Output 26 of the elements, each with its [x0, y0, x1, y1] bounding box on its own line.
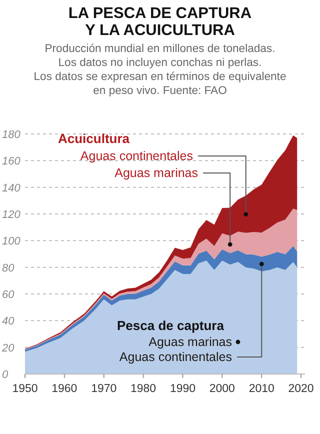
- y-tick-label: 160: [2, 156, 22, 168]
- y-tick-label: 140: [2, 182, 22, 194]
- y-tick-label: 60: [2, 289, 16, 301]
- annotation: Pesca de captura: [117, 318, 225, 333]
- chart-title: LA PESCA DE CAPTURA Y LA ACUICULTURA: [68, 5, 252, 39]
- x-tick-label: 2020: [288, 383, 314, 395]
- x-tick-label: 1990: [170, 383, 196, 395]
- y-tick-label: 100: [2, 236, 22, 248]
- x-tick-label: 1960: [52, 383, 78, 395]
- y-tick-label: 180: [2, 129, 22, 141]
- x-tick-label: 1950: [12, 383, 38, 395]
- annotation: Acuicultura: [58, 131, 130, 146]
- y-tick-label: 80: [2, 262, 16, 274]
- y-tick-label: 0: [2, 369, 9, 381]
- chart-subtitle: Producción mundial en millones de toneladas. Los datos no incluyen conchas ni perlas. Los datos se expresan en términos de equivalente en peso vivo. Fuente: FAO: [34, 43, 286, 97]
- text: Aguas continentales: [80, 149, 193, 163]
- text: Aguas marinas: [114, 166, 198, 180]
- y-tick-label: 40: [2, 316, 16, 328]
- text: Aguas continentales: [119, 350, 232, 364]
- x-tick-label: 1970: [91, 383, 117, 395]
- x-tick-label: 2000: [209, 383, 235, 395]
- y-tick-label: 20: [1, 342, 16, 354]
- series-label: Aguas marinas: [148, 335, 232, 349]
- x-tick-label: 2010: [248, 383, 274, 395]
- y-tick-label: 120: [2, 209, 22, 221]
- x-tick-label: 1980: [130, 383, 156, 395]
